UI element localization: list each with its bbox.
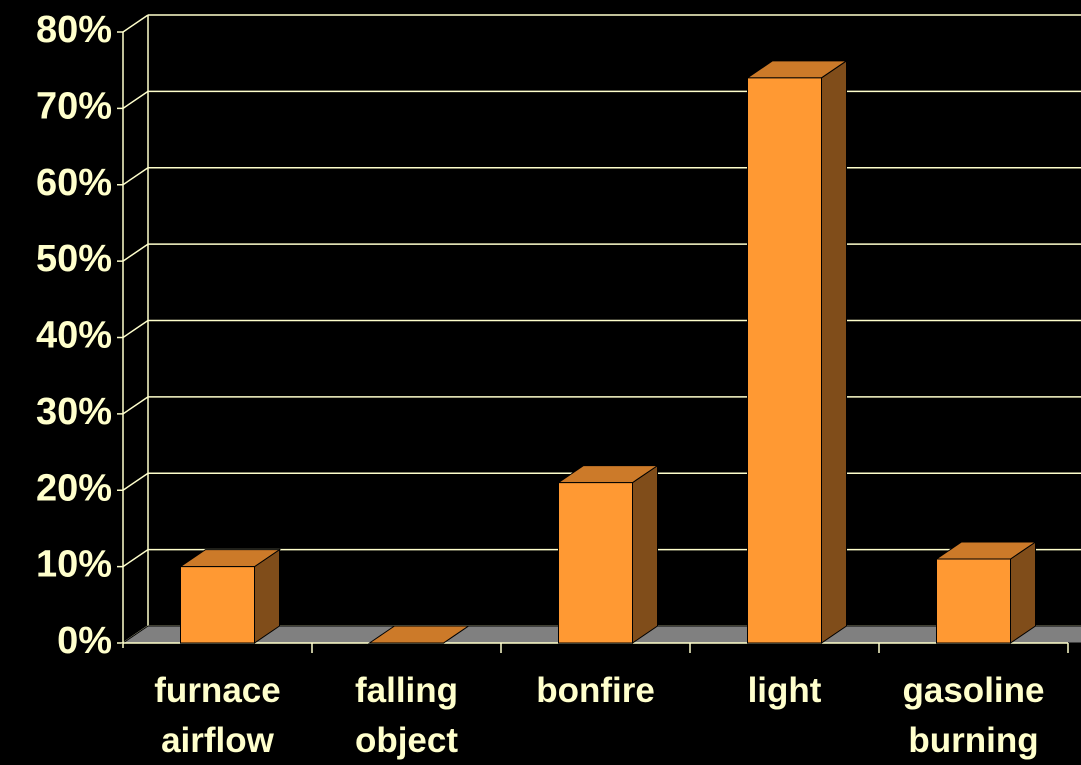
bar-front xyxy=(936,558,1011,644)
bar-side xyxy=(821,59,847,644)
bar xyxy=(556,464,660,644)
grid-line-side xyxy=(122,243,149,262)
grid-line-side xyxy=(122,319,149,339)
bar xyxy=(934,541,1038,644)
bar-front xyxy=(558,482,633,644)
y-tick-label: 0% xyxy=(57,620,112,662)
bar-front xyxy=(747,77,822,644)
grid-line-side xyxy=(122,472,149,491)
y-tick-label: 80% xyxy=(36,9,112,51)
grid-line-side xyxy=(122,167,149,186)
bar-front xyxy=(180,566,255,644)
y-tick-label: 30% xyxy=(36,391,112,433)
grid-line-side xyxy=(122,90,149,109)
bar xyxy=(367,625,471,644)
y-tick-label: 20% xyxy=(36,467,112,509)
y-tick-label: 50% xyxy=(36,238,112,280)
bar-side xyxy=(632,464,658,644)
grid-line-side xyxy=(122,14,149,33)
bar xyxy=(745,59,849,644)
bar xyxy=(178,548,282,644)
y-tick-label: 40% xyxy=(36,315,112,357)
x-tick-label: falling object xyxy=(354,671,459,760)
grid-line-side xyxy=(122,549,149,568)
y-tick-label: 70% xyxy=(36,85,112,127)
y-tick-label: 10% xyxy=(36,544,112,586)
bar-side xyxy=(1010,541,1036,644)
grid-line-side xyxy=(122,396,149,415)
y-tick-label: 60% xyxy=(36,162,112,204)
x-tick-label: furnace airflow xyxy=(154,671,281,760)
x-tick-label: light xyxy=(747,671,822,710)
x-tick-label: bonfire xyxy=(536,671,655,710)
x-tick-label: gasoline burning xyxy=(902,671,1045,760)
